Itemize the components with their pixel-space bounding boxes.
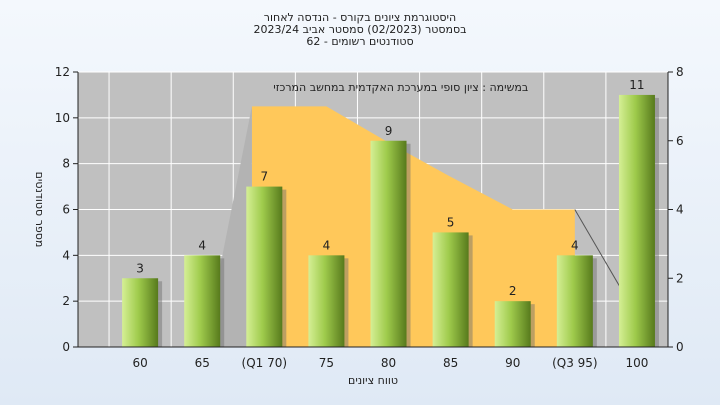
y-tick-label: 6	[62, 203, 70, 217]
y2-tick-label: 2	[676, 271, 684, 285]
chart-title-line-1: היסטוגרמת ציונים בקורס - הנדסה לאחור	[263, 11, 457, 24]
x-tick-label: 85	[443, 356, 458, 370]
y-tick-label: 12	[55, 65, 70, 79]
bar	[370, 140, 407, 347]
bar-value-label: 4	[323, 238, 331, 252]
bar	[308, 255, 345, 347]
y2-tick-label: 4	[676, 203, 684, 217]
bar	[618, 94, 655, 348]
bar	[184, 255, 221, 347]
y-tick-label: 0	[62, 340, 70, 354]
bar-value-label: 4	[198, 238, 206, 252]
bar-value-label: 9	[385, 124, 393, 138]
x-axis-title: טווח ציונים	[348, 374, 398, 387]
chart-title-line-2: בסמסטר (02/2023) סמסטר אביב 2023/24	[253, 23, 467, 36]
x-tick-label: 65	[195, 356, 210, 370]
x-tick-label: (Q1 70)	[242, 356, 288, 370]
bar	[246, 186, 283, 347]
y2-tick-label: 6	[676, 134, 684, 148]
y-tick-label: 10	[55, 111, 70, 125]
bar-value-label: 5	[447, 215, 455, 229]
x-tick-label: 75	[319, 356, 334, 370]
bar-value-label: 7	[260, 170, 268, 184]
y2-tick-label: 8	[676, 65, 684, 79]
bar	[432, 232, 469, 347]
y-axis-title: מספר סטודנטים	[33, 172, 46, 248]
chart-title-line-3: סטודנטים רשומים - 62	[306, 35, 414, 48]
x-tick-label: 60	[132, 356, 147, 370]
x-tick-label: 100	[625, 356, 648, 370]
y-tick-label: 4	[62, 248, 70, 262]
bars: 3 4 7 4 9 5 2 4 11	[122, 78, 659, 348]
bar	[122, 278, 159, 347]
y2-tick-label: 0	[676, 340, 684, 354]
bar-value-label: 11	[629, 78, 644, 92]
y-tick-label: 8	[62, 157, 70, 171]
chart-annotation: במשימה : ציון סופי במערכת האקדמית במחשב …	[273, 81, 528, 94]
x-tick-label: 80	[381, 356, 396, 370]
bar	[556, 255, 593, 347]
x-tick-label: 90	[505, 356, 520, 370]
bar-value-label: 3	[136, 261, 144, 275]
bar	[494, 301, 531, 347]
bar-value-label: 2	[509, 284, 517, 298]
bar-value-label: 4	[571, 238, 579, 252]
y-tick-label: 2	[62, 294, 70, 308]
x-tick-label: (Q3 95)	[552, 356, 598, 370]
